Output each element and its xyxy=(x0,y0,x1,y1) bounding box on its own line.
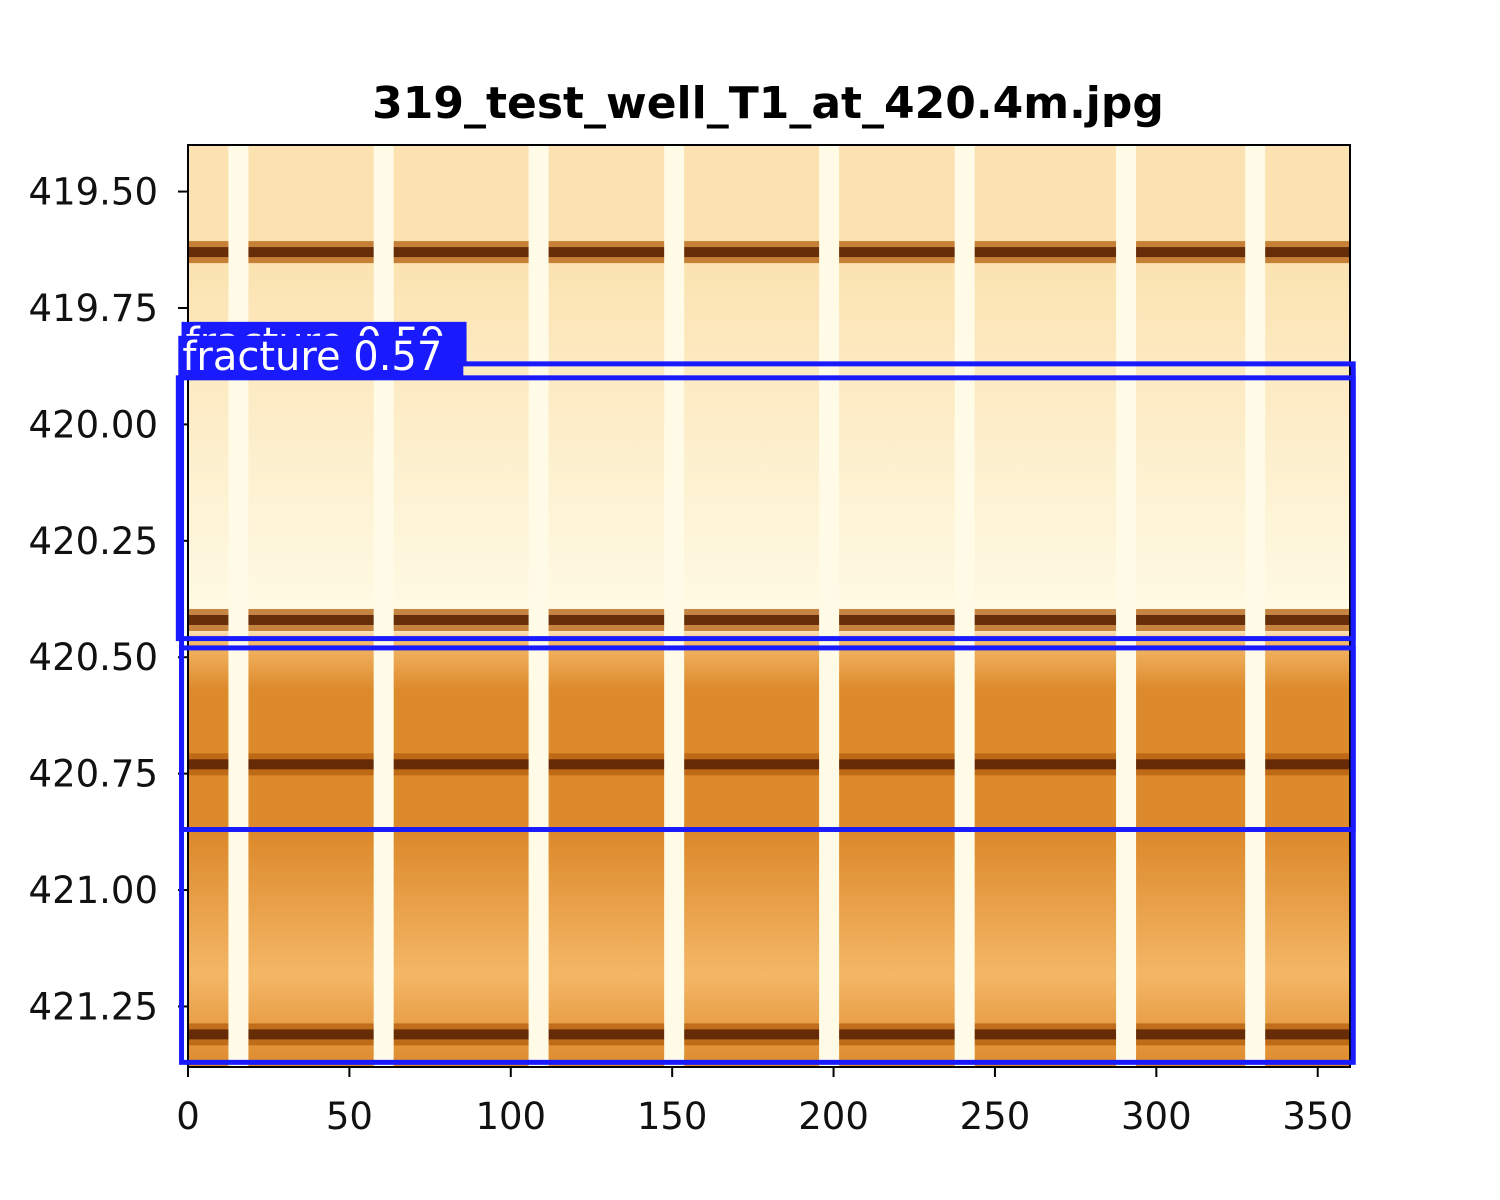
dark-band-core xyxy=(188,247,1350,258)
pad-gap xyxy=(1245,145,1266,1067)
dark-band-core xyxy=(188,1029,1350,1040)
y-tick-label: 419.50 xyxy=(29,171,158,214)
chart-title: 319_test_well_T1_at_420.4m.jpg xyxy=(372,78,1164,129)
x-tick-label: 150 xyxy=(637,1095,708,1138)
x-tick-label: 50 xyxy=(326,1095,373,1138)
detection-label-bg xyxy=(178,335,464,380)
plot-area xyxy=(188,145,1350,1067)
pad-gap xyxy=(528,145,549,1067)
x-tick-label: 250 xyxy=(960,1095,1031,1138)
detections: fracture 0.59fracture 0.57 xyxy=(175,320,1356,1065)
y-tick-label: 420.75 xyxy=(29,753,158,796)
image-log xyxy=(188,145,1350,1067)
pad-gap xyxy=(664,145,685,1067)
detection-box xyxy=(175,375,1356,642)
dark-bands xyxy=(188,241,1350,1046)
plot-frame xyxy=(187,144,1351,1068)
dark-band-core xyxy=(188,614,1350,625)
y-tick-label: 420.25 xyxy=(29,520,158,563)
x-tick-label: 200 xyxy=(798,1095,869,1138)
x-tick-label: 350 xyxy=(1282,1095,1353,1138)
x-tick-label: 100 xyxy=(475,1095,546,1138)
y-tick-label: 419.75 xyxy=(29,287,158,330)
pad-gap xyxy=(1116,145,1137,1067)
detection-box xyxy=(179,645,1356,1065)
pad-gap xyxy=(819,145,840,1067)
y-tick-label: 420.50 xyxy=(29,636,158,679)
x-tick-label: 300 xyxy=(1121,1095,1192,1138)
x-axis: 0 50 100 150 200 250 300 350 xyxy=(176,1067,1353,1138)
pad-gap xyxy=(373,145,394,1067)
pad-gap xyxy=(954,145,975,1067)
dark-band-core xyxy=(188,759,1350,770)
y-tick-label: 420.00 xyxy=(29,403,158,446)
y-axis: 419.50 419.75 420.00 420.25 420.50 420.75 421.… xyxy=(29,171,188,1028)
y-tick-label: 421.25 xyxy=(29,985,158,1028)
x-tick-label: 0 xyxy=(176,1095,200,1138)
y-tick-label: 421.00 xyxy=(29,869,158,912)
detection-label: fracture 0.57 xyxy=(182,334,442,380)
pad-gap xyxy=(228,145,249,1067)
